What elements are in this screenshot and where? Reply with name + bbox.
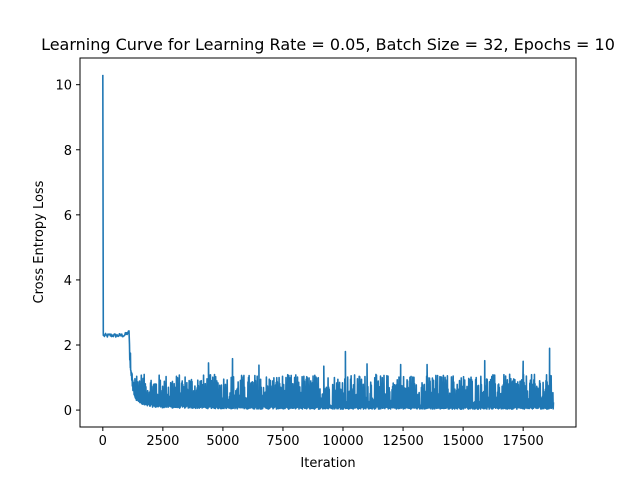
axes-frame — [79, 57, 577, 428]
y-axis-ticks: 0 2 4 6 8 10 — [55, 79, 80, 419]
y-axis-label: Cross Entropy Loss — [32, 180, 47, 303]
x-axis-label: Iteration — [300, 456, 355, 471]
x-tick-label: 5000 — [206, 434, 239, 449]
y-tick-label: 0 — [64, 404, 72, 419]
y-tick-label: 6 — [64, 209, 72, 224]
x-tick-label: 15000 — [442, 434, 483, 449]
y-tick-label: 2 — [64, 339, 72, 354]
y-tick-label: 8 — [64, 144, 72, 159]
y-tick-label: 4 — [64, 274, 72, 289]
x-tick-label: 2500 — [146, 434, 179, 449]
y-tick-label: 10 — [55, 79, 72, 94]
x-tick-label: 17500 — [502, 434, 543, 449]
x-axis-ticks: 0 2500 5000 7500 10000 12500 15000 17500 — [99, 427, 544, 449]
x-tick-label: 10000 — [322, 434, 363, 449]
x-tick-label: 7500 — [266, 434, 299, 449]
plot-area — [102, 74, 555, 410]
chart-title: Learning Curve for Learning Rate = 0.05,… — [41, 35, 615, 54]
x-tick-label: 0 — [99, 434, 107, 449]
x-tick-label: 12500 — [382, 434, 423, 449]
loss-series-line — [102, 74, 555, 410]
